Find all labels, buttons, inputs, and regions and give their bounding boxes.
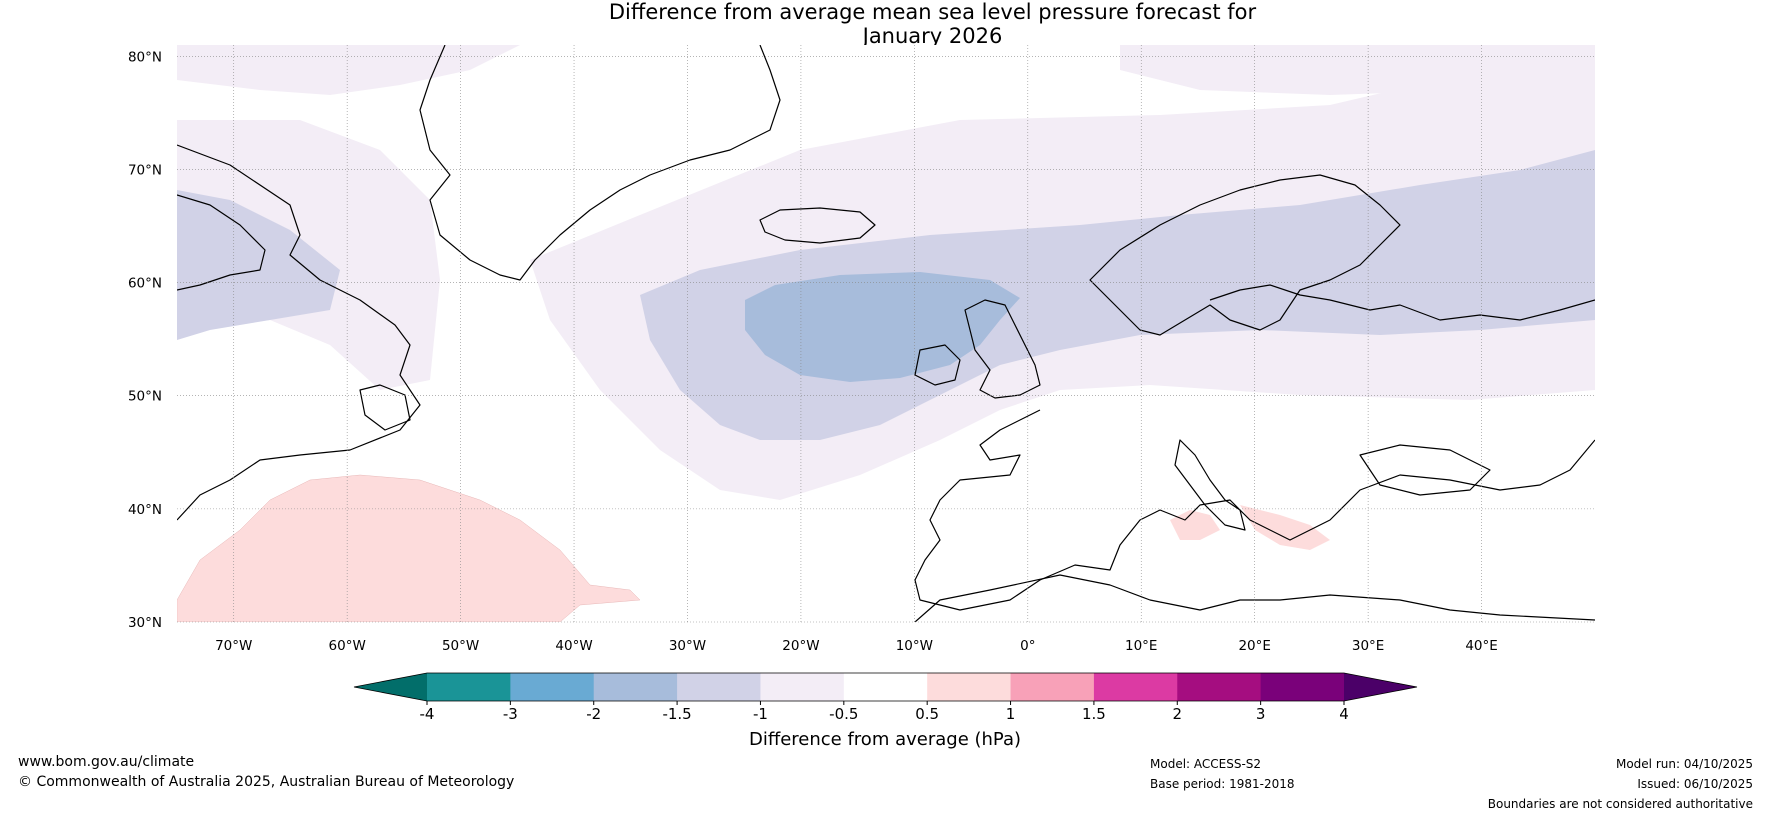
colorbar-segment — [760, 673, 845, 701]
scandinavia-coast — [1089, 174, 1401, 336]
colorbar-tick-label: 1 — [1006, 705, 1016, 723]
longitude-labels: 70°W 60°W 50°W 40°W 30°W 20°W 10°W 0° 10°E 20°E 30… — [215, 638, 1498, 654]
footer-website: www.bom.gov.au/climate — [18, 754, 195, 770]
longitude-label: 70°W — [215, 638, 252, 654]
ireland-coast — [914, 344, 961, 386]
longitude-label: 20°W — [782, 638, 819, 654]
black-sea-coast — [1359, 444, 1491, 496]
britain-coast — [964, 299, 1041, 399]
title-line-1: Difference from average mean sea level p… — [608, 0, 1257, 24]
anomaly-region-greece-pink — [1240, 505, 1330, 550]
latitude-label: 40°N — [128, 502, 162, 518]
africa-coast — [914, 574, 1595, 622]
footer-model-run: Model run: 04/10/2025 — [1615, 757, 1753, 771]
anomaly-region-atlantic-strong — [745, 272, 1020, 382]
latitude-label: 80°N — [128, 49, 162, 65]
baffin-coast — [177, 194, 266, 291]
colorbar-tick-label: -3 — [503, 705, 518, 723]
longitude-label: 10°E — [1125, 638, 1157, 654]
footer-issued: Issued: 06/10/2025 — [1637, 777, 1753, 791]
colorbar-tick-label: -4 — [420, 705, 435, 723]
colorbar-segment — [593, 673, 678, 701]
longitude-label: 10°W — [896, 638, 933, 654]
colorbar-tick-label: -1.5 — [662, 705, 691, 723]
longitude-label: 0° — [1020, 638, 1035, 654]
longitude-label: 40°W — [555, 638, 592, 654]
latitude-label: 50°N — [128, 389, 162, 405]
italy-coast — [1174, 439, 1246, 531]
colorbar-segment — [1177, 673, 1262, 701]
longitude-label: 30°W — [669, 638, 706, 654]
colorbar: -4 -3 -2 -1.5 -1 -0.5 0.5 1 1.5 2 3 4 — [353, 672, 1418, 723]
anomaly-region-azores-pink — [177, 474, 641, 622]
newfoundland-coast — [359, 384, 411, 431]
colorbar-segment — [427, 673, 511, 701]
longitude-label: 60°W — [329, 638, 366, 654]
colorbar-segment — [1260, 673, 1345, 701]
anomaly-shading — [177, 45, 1595, 622]
colorbar-segment — [510, 673, 595, 701]
longitude-label: 20°E — [1238, 638, 1270, 654]
colorbar-tick-label: 0.5 — [915, 705, 939, 723]
footer-base-period: Base period: 1981-2018 — [1150, 777, 1295, 791]
anomaly-region-arctic-lavender — [1120, 45, 1595, 100]
greenland-coast — [419, 45, 781, 281]
gridlines — [177, 45, 1595, 623]
title-line-2: January 2026 — [862, 24, 1003, 48]
colorbar-tick-label: -1 — [753, 705, 768, 723]
footer-disclaimer: Boundaries are not considered authoritat… — [1487, 797, 1753, 811]
latitude-labels: 80°N 70°N 60°N 50°N 40°N 30°N — [128, 49, 162, 631]
colorbar-tick-label: 3 — [1256, 705, 1266, 723]
footer-copyright: © Commonwealth of Australia 2025, Austra… — [18, 774, 515, 790]
iceland-coast — [759, 207, 876, 244]
longitude-label: 40°E — [1465, 638, 1497, 654]
colorbar-tick-label: -2 — [586, 705, 601, 723]
chart-title: Difference from average mean sea level p… — [0, 0, 1770, 48]
europe-south-coast — [914, 409, 1595, 611]
colorbar-segment — [927, 673, 1012, 701]
colorbar-over-arrow — [1344, 673, 1417, 701]
longitude-label: 50°W — [442, 638, 479, 654]
anomaly-region-mediterranean-pink — [1170, 510, 1220, 540]
colorbar-segment — [1093, 673, 1178, 701]
latitude-label: 70°N — [128, 162, 162, 178]
colorbar-title: Difference from average (hPa) — [749, 729, 1021, 750]
baltic-coast — [1209, 284, 1595, 321]
colorbar-segment — [843, 673, 928, 701]
latitude-label: 30°N — [128, 615, 162, 631]
anomaly-region-labrador-mid — [177, 190, 340, 340]
colorbar-segment — [677, 673, 761, 701]
colorbar-tick-label: 4 — [1339, 705, 1349, 723]
latitude-label: 60°N — [128, 276, 162, 292]
colorbar-tick-label: 1.5 — [1082, 705, 1106, 723]
north-america-coast — [177, 144, 421, 521]
longitude-label: 30°E — [1352, 638, 1384, 654]
colorbar-tick-label: 2 — [1172, 705, 1182, 723]
colorbar-segment — [1010, 673, 1095, 701]
footer-model: Model: ACCESS-S2 — [1150, 757, 1262, 771]
colorbar-tick-label: -0.5 — [829, 705, 858, 723]
anomaly-region-north-lavender — [177, 45, 520, 95]
colorbar-under-arrow — [354, 673, 427, 701]
coastlines — [177, 45, 1595, 622]
